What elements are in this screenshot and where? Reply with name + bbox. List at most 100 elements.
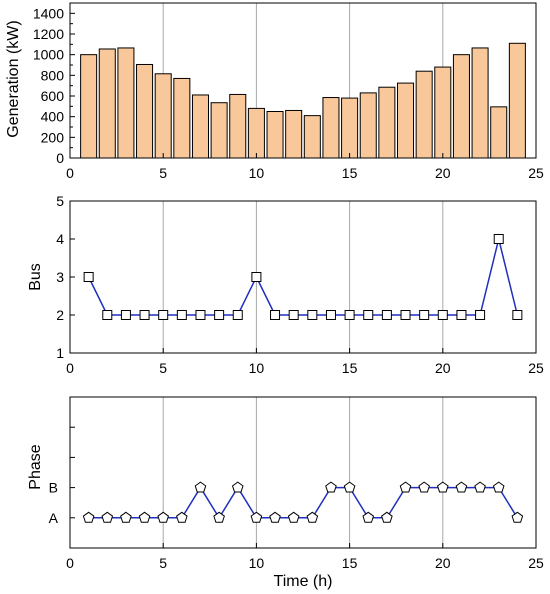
- data-point: [176, 310, 187, 320]
- data-point: [231, 481, 244, 493]
- bus-ylabel: Bus: [27, 263, 44, 291]
- data-point: [232, 310, 243, 320]
- data-point: [492, 481, 505, 493]
- data-point: [381, 310, 392, 320]
- bar: [415, 70, 433, 159]
- data-point: [83, 272, 94, 282]
- data-point: [269, 511, 281, 523]
- series-line: [88, 486, 518, 520]
- y-tick-label: 600: [41, 88, 65, 104]
- x-tick-label: 10: [249, 555, 265, 571]
- data-point: [493, 234, 504, 244]
- data-point: [138, 511, 151, 523]
- data-point: [474, 481, 486, 493]
- data-point: [325, 310, 336, 320]
- x-tick-label: 15: [342, 360, 358, 376]
- bar: [117, 47, 135, 159]
- bus-panel: Bus 0 5 10 15 20 25 1 2 3 4 5: [27, 193, 544, 376]
- data-point: [475, 310, 486, 320]
- bar: [303, 115, 321, 159]
- data-point: [418, 481, 430, 493]
- bar: [98, 48, 116, 159]
- plot-frame: [69, 2, 537, 159]
- data-point: [287, 511, 300, 523]
- x-tick-label: 20: [435, 165, 451, 181]
- series-line: [87, 238, 519, 316]
- x-tick-label: 15: [342, 555, 358, 571]
- data-point: [120, 310, 131, 320]
- data-point: [381, 511, 393, 523]
- data-point: [437, 310, 448, 320]
- bar: [154, 73, 172, 159]
- data-point: [139, 310, 150, 320]
- x-tick-label: 10: [249, 165, 265, 181]
- bar: [266, 111, 284, 159]
- data-point: [176, 511, 188, 523]
- x-tick-label: 5: [159, 165, 167, 181]
- x-tick-label: 25: [528, 555, 544, 571]
- y-tick-label: 5: [56, 193, 64, 209]
- bar: [247, 107, 265, 159]
- x-tick-label: 25: [528, 165, 544, 181]
- bar: [508, 42, 526, 159]
- data-point: [419, 310, 430, 320]
- data-point: [343, 481, 356, 493]
- x-tick-label: 25: [528, 360, 544, 376]
- plot-frame: [69, 396, 537, 549]
- y-tick-label: 200: [41, 129, 65, 145]
- data-point: [325, 481, 337, 493]
- data-point: [213, 511, 225, 523]
- bar: [471, 47, 489, 159]
- bar: [490, 106, 508, 159]
- bar: [452, 54, 470, 159]
- y-tick-label: 800: [41, 67, 65, 83]
- bar: [341, 97, 359, 159]
- x-tick-label: 20: [435, 555, 451, 571]
- data-point: [456, 310, 467, 320]
- data-point: [157, 511, 170, 523]
- y-tick-label: 1400: [33, 5, 64, 21]
- y-tick-label: 1: [56, 345, 64, 361]
- data-point: [344, 310, 355, 320]
- bar: [229, 93, 247, 159]
- x-tick-label: 5: [159, 360, 167, 376]
- x-tick-label: 15: [342, 165, 358, 181]
- bar: [80, 54, 98, 159]
- y-tick-label: 400: [41, 109, 65, 125]
- bar: [378, 86, 396, 159]
- data-point: [120, 511, 132, 523]
- bar: [434, 66, 452, 159]
- bar: [397, 82, 415, 159]
- bar: [322, 97, 340, 159]
- x-tick-label: 0: [66, 360, 74, 376]
- y-tick-label: A: [49, 510, 59, 526]
- data-point: [307, 310, 318, 320]
- y-tick-label: 1000: [33, 47, 64, 63]
- bar: [136, 63, 154, 159]
- data-point: [158, 310, 169, 320]
- phase-ylabel: Phase: [27, 444, 44, 489]
- data-point: [195, 310, 206, 320]
- data-point: [214, 310, 225, 320]
- bar: [285, 109, 303, 159]
- y-tick-label: 2: [56, 307, 64, 323]
- data-point: [363, 310, 374, 320]
- generation-ylabel: Generation (kW): [5, 20, 22, 137]
- bar: [191, 94, 209, 159]
- x-tick-label: 0: [66, 555, 74, 571]
- data-point: [455, 481, 468, 493]
- generation-panel: Generation (kW) 0 5 10 15 20 25 0 200 400 600 800 1…: [5, 2, 544, 181]
- data-point: [288, 310, 299, 320]
- data-point: [306, 511, 319, 523]
- phase-panel: Phase Time (h) 0 5 10 15 20 25 AB: [27, 396, 544, 590]
- data-point: [511, 511, 524, 523]
- y-tick-label: 3: [56, 269, 64, 285]
- bar: [173, 77, 191, 159]
- y-tick-label: B: [49, 480, 58, 496]
- y-tick-label: 1200: [33, 26, 64, 42]
- data-point: [362, 511, 375, 523]
- bar: [359, 92, 377, 159]
- bar: [210, 102, 228, 159]
- x-tick-label: 0: [66, 165, 74, 181]
